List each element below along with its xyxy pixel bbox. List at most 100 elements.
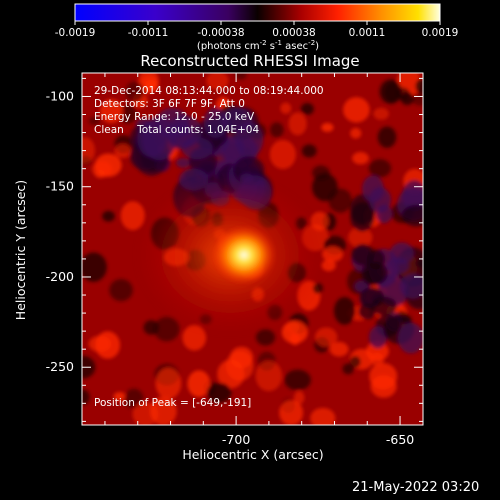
heatmap-texture — [102, 210, 115, 222]
colorbar-ticks — [74, 21, 441, 25]
heatmap-texture — [379, 79, 402, 104]
heatmap-texture — [82, 136, 96, 164]
heatmap-texture — [289, 333, 301, 345]
heatmap-texture — [286, 321, 300, 333]
x-tick-label: -650 — [386, 432, 414, 447]
heatmap-texture — [82, 389, 90, 405]
heatmap-texture — [113, 392, 126, 401]
heatmap-texture — [368, 326, 387, 349]
heatmap-texture — [415, 78, 423, 94]
heatmap-texture — [288, 112, 307, 136]
heatmap-texture — [120, 201, 145, 231]
heatmap-texture — [300, 103, 314, 115]
heatmap-texture — [144, 79, 158, 90]
heatmap-texture — [377, 126, 397, 148]
info-line-time: 29-Dec-2014 08:13:44.000 to 08:19:44.000 — [94, 85, 324, 97]
colorbar-tick-label: -0.0011 — [128, 27, 169, 39]
heatmap-texture — [155, 107, 190, 139]
heatmap-texture — [82, 252, 107, 282]
heatmap-texture — [399, 273, 423, 299]
heatmap-texture — [153, 316, 180, 342]
heatmap-texture — [143, 320, 159, 335]
heatmap-texture — [371, 296, 397, 316]
heatmap-texture — [395, 87, 410, 101]
heatmap-texture — [329, 341, 349, 357]
heatmap-texture — [385, 257, 410, 274]
heatmap-texture — [401, 204, 423, 227]
heatmap-texture — [412, 93, 423, 106]
colorbar-tick-label: 0.0011 — [349, 27, 386, 39]
info-line-counts: Clean Total counts: 1.04E+04 — [94, 124, 260, 136]
heatmap-texture — [321, 122, 334, 132]
heatmap-texture — [348, 227, 373, 248]
heatmap-texture — [95, 331, 121, 359]
x-tick-label: -700 — [222, 432, 250, 447]
y-tick-label: -100 — [46, 88, 74, 103]
y-tick-label: -200 — [46, 269, 74, 284]
plot-title: Reconstructed RHESSI Image — [140, 52, 360, 70]
heatmap-texture — [269, 122, 284, 138]
heatmap-texture — [225, 351, 254, 381]
heatmap-texture — [119, 104, 137, 124]
info-line-energy: Energy Range: 12.0 - 25.0 keV — [94, 111, 255, 123]
heatmap-texture — [114, 144, 132, 158]
y-tick-label: -250 — [46, 359, 74, 374]
heatmap-texture — [370, 352, 384, 366]
heatmap-texture — [312, 165, 330, 181]
heatmap-texture — [176, 157, 191, 168]
heatmap-texture — [315, 327, 338, 347]
emission-core — [212, 225, 276, 285]
heatmap-texture — [182, 324, 207, 351]
heatmap-texture — [269, 139, 296, 169]
colorbar-tick-label: -0.0019 — [55, 27, 96, 39]
heatmap-texture — [155, 367, 182, 399]
colorbar-tick-label: 0.00038 — [272, 27, 315, 39]
heatmap-texture — [125, 81, 145, 102]
heatmap-texture — [397, 322, 423, 354]
heatmap-texture — [369, 362, 398, 390]
info-line-detectors: Detectors: 3F 6F 7F 9F, Att 0 — [94, 98, 245, 110]
x-axis-label: Heliocentric X (arcsec) — [182, 447, 323, 462]
heatmap-texture — [181, 137, 213, 160]
colorbar: -0.0019 -0.0011 -0.00038 0.00038 0.0011 … — [55, 3, 459, 52]
peak-position-label: Position of Peak = [-649,-191] — [94, 397, 252, 409]
heatmap-texture — [203, 107, 228, 139]
y-axis-label: Heliocentric Y (arcsec) — [13, 180, 28, 320]
heatmap-texture — [255, 360, 283, 392]
heatmap-texture — [373, 107, 389, 120]
heatmap-texture — [221, 107, 253, 133]
colorbar-tick-label: 0.0019 — [422, 27, 459, 39]
heatmap-texture — [343, 97, 370, 123]
heatmap-texture — [350, 202, 375, 232]
heatmap-texture — [322, 246, 344, 262]
heatmap-texture — [109, 279, 133, 302]
heatmap-texture — [187, 370, 211, 398]
plot-frame — [81, 72, 424, 426]
colorbar-units: (photons cm-2 s-1 asec-2) — [197, 39, 319, 52]
colorbar-tick-label: -0.00038 — [197, 27, 244, 39]
heatmap-texture — [361, 261, 384, 286]
heatmap-texture — [350, 127, 362, 139]
heatmap-texture — [312, 173, 338, 202]
colorbar-gradient — [74, 3, 441, 22]
heatmap-texture — [342, 363, 355, 375]
heatmap-texture — [358, 303, 376, 320]
heatmap-texture — [99, 98, 124, 124]
heatmap-texture — [321, 259, 336, 272]
heatmap-texture — [207, 382, 232, 403]
heatmap-texture — [349, 355, 361, 368]
heatmap-texture — [301, 144, 317, 158]
heatmap-texture — [255, 329, 276, 346]
heatmap-texture — [352, 152, 369, 165]
heatmap-texture — [310, 407, 336, 425]
y-tick-label: -150 — [46, 179, 74, 194]
heatmap-texture — [376, 204, 393, 224]
heatmap-texture — [88, 116, 101, 125]
heatmap-texture — [280, 102, 292, 114]
heatmap-texture — [132, 401, 159, 425]
heatmap-texture — [279, 400, 304, 425]
heatmap-texture — [368, 159, 392, 178]
footer-timestamp: 21-May-2022 03:20 — [352, 480, 480, 495]
heatmap-texture — [333, 296, 356, 325]
